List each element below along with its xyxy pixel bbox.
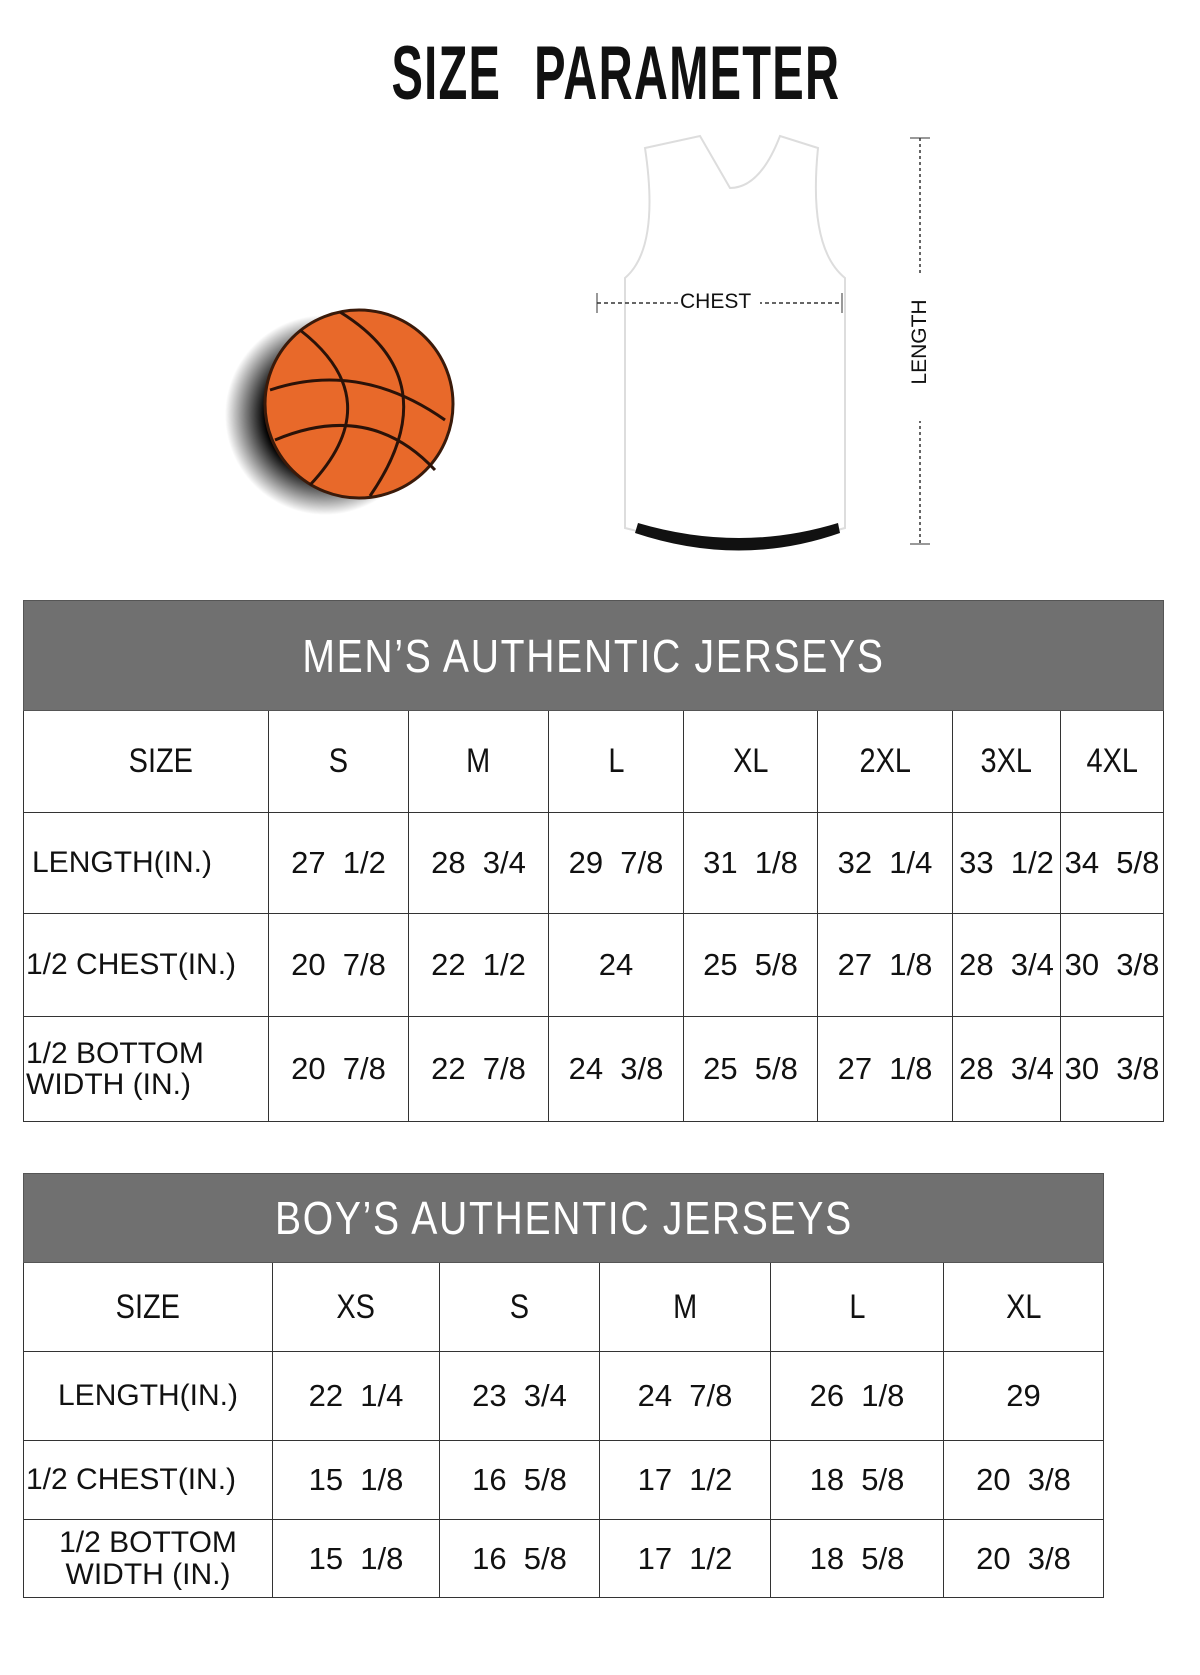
- size-header: XL: [942, 1262, 1105, 1352]
- table-cell: 22 1/4: [272, 1351, 440, 1441]
- table-cell: 18 5/8: [770, 1519, 944, 1598]
- table-cell: 28 3/4: [408, 812, 549, 914]
- table-row: LENGTH(IN.) 22 1/4 23 3/4 24 7/8 26 1/8 …: [23, 1351, 1105, 1441]
- length-label: LENGTH: [908, 299, 931, 385]
- size-label: SIZE: [23, 710, 269, 813]
- table-cell: 20 7/8: [268, 913, 409, 1017]
- length-measure: [905, 137, 935, 546]
- row-label: LENGTH(IN.): [23, 1351, 273, 1441]
- size-header: XS: [272, 1262, 440, 1352]
- row-label: 1/2 CHEST(IN.): [23, 1440, 273, 1520]
- mens-table-heading: MEN’S AUTHENTIC JERSEYS: [23, 600, 1164, 711]
- table-cell: 22 1/2: [408, 913, 549, 1017]
- table-cell: 30 3/8: [1060, 913, 1164, 1017]
- size-header: 2XL: [817, 710, 953, 813]
- row-label: LENGTH(IN.): [23, 812, 269, 914]
- size-label: SIZE: [23, 1262, 273, 1352]
- table-row: 1/2 CHEST(IN.) 20 7/8 22 1/2 24 25 5/8 2…: [23, 913, 1164, 1017]
- table-cell: 16 5/8: [439, 1440, 600, 1520]
- size-row: SIZE S M L XL 2XL 3XL 4XL: [23, 710, 1164, 813]
- table-cell: 24: [548, 913, 684, 1017]
- row-label: 1/2 BOTTOM WIDTH (IN.): [23, 1519, 273, 1598]
- table-cell: 17 1/2: [599, 1519, 771, 1598]
- size-header: 3XL: [952, 710, 1061, 813]
- jersey-diagram: [596, 134, 846, 551]
- table-cell: 34 5/8: [1060, 812, 1164, 914]
- table-cell: 20 3/8: [942, 1440, 1105, 1520]
- table-cell: 27 1/8: [817, 1016, 953, 1122]
- table-cell: 15 1/8: [272, 1519, 440, 1598]
- size-header: L: [770, 1262, 944, 1352]
- size-header: XL: [683, 710, 818, 813]
- table-cell: 25 5/8: [683, 1016, 818, 1122]
- row-label: 1/2 CHEST(IN.): [23, 913, 269, 1017]
- size-header: S: [268, 710, 409, 813]
- table-cell: 27 1/2: [268, 812, 409, 914]
- size-header: M: [408, 710, 549, 813]
- table-row: 1/2 BOTTOM WIDTH (IN.) 20 7/8 22 7/8 24 …: [23, 1016, 1164, 1122]
- table-row: 1/2 BOTTOM WIDTH (IN.) 15 1/8 16 5/8 17 …: [23, 1519, 1105, 1598]
- mens-size-table: MEN’S AUTHENTIC JERSEYS SIZE S M L XL 2X…: [23, 600, 1164, 1122]
- table-cell: 33 1/2: [952, 812, 1061, 914]
- table-row: 1/2 CHEST(IN.) 15 1/8 16 5/8 17 1/2 18 5…: [23, 1440, 1105, 1520]
- table-cell: 22 7/8: [408, 1016, 549, 1122]
- boys-size-table: BOY’S AUTHENTIC JERSEYS SIZE XS S M L XL…: [22, 1173, 1105, 1598]
- page-title: SIZE PARAMETER: [391, 31, 841, 116]
- table-cell: 29 7/8: [548, 812, 684, 914]
- table-cell: 32 1/4: [817, 812, 953, 914]
- boys-table-heading: BOY’S AUTHENTIC JERSEYS: [22, 1173, 1105, 1263]
- table-cell: 26 1/8: [770, 1351, 944, 1441]
- table-cell: 25 5/8: [683, 913, 818, 1017]
- table-cell: 28 3/4: [952, 913, 1061, 1017]
- size-header: 4XL: [1060, 710, 1164, 813]
- table-cell: 16 5/8: [439, 1519, 600, 1598]
- table-cell: 20 3/8: [942, 1519, 1105, 1598]
- size-header: M: [599, 1262, 771, 1352]
- table-cell: 20 7/8: [268, 1016, 409, 1122]
- table-cell: 31 1/8: [683, 812, 818, 914]
- size-header: L: [548, 710, 684, 813]
- table-cell: 15 1/8: [272, 1440, 440, 1520]
- table-cell: 30 3/8: [1060, 1016, 1164, 1122]
- size-row: SIZE XS S M L XL: [23, 1262, 1105, 1352]
- table-cell: 27 1/8: [817, 913, 953, 1017]
- table-cell: 28 3/4: [952, 1016, 1061, 1122]
- table-cell: 23 3/4: [439, 1351, 600, 1441]
- row-label: 1/2 BOTTOM WIDTH (IN.): [23, 1016, 269, 1122]
- chest-label: CHEST: [680, 290, 752, 313]
- table-cell: 17 1/2: [599, 1440, 771, 1520]
- basketball-image: [225, 308, 455, 515]
- table-cell: 24 3/8: [548, 1016, 684, 1122]
- size-header: S: [439, 1262, 600, 1352]
- table-cell: 18 5/8: [770, 1440, 944, 1520]
- table-row: LENGTH(IN.) 27 1/2 28 3/4 29 7/8 31 1/8 …: [23, 812, 1164, 914]
- table-cell: 29: [942, 1351, 1105, 1441]
- table-cell: 24 7/8: [599, 1351, 771, 1441]
